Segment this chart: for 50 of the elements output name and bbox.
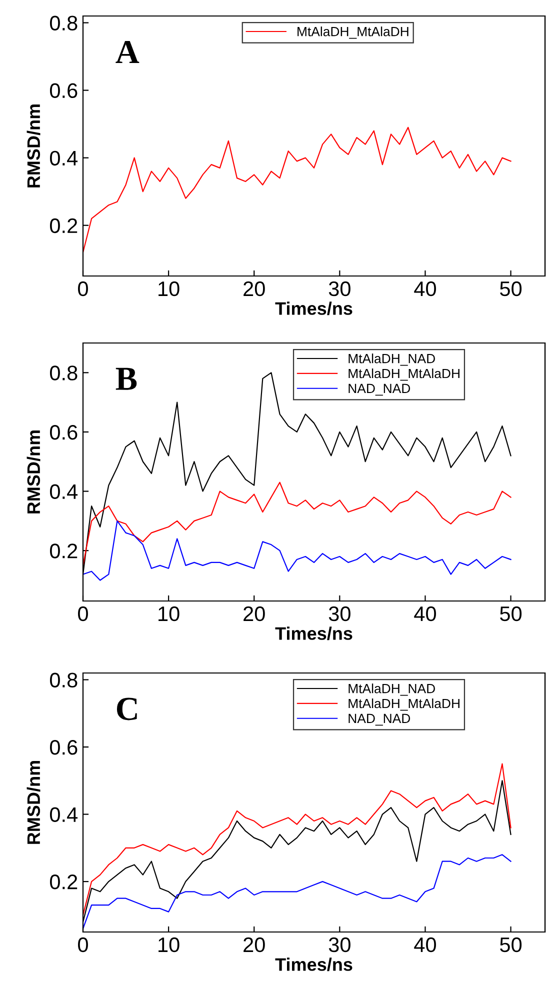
x-tick-label: 0 [78,606,88,622]
y-axis-title: RMSD/nm [26,430,40,514]
y-tick-label: 0.8 [50,366,78,380]
line-series [83,520,512,581]
y-tick-label: 0.6 [50,740,78,755]
x-tick-label: 50 [500,606,522,622]
y-tick-label: 0.4 [50,484,78,500]
x-tick-label: 40 [414,937,436,952]
line-series [83,126,512,253]
y-tick-label: 0.4 [50,150,78,166]
legend-label: MtAlaDH_NAD [348,684,435,696]
line-series [83,854,512,930]
x-tick-label: 30 [328,281,350,296]
x-tick-label: 10 [158,937,180,952]
x-tick-label: 10 [158,281,180,296]
x-tick-label: 40 [414,281,436,296]
y-tick-label: 0.2 [50,874,78,890]
x-tick-label: 20 [244,281,265,296]
annotation: A [116,41,140,64]
y-axis-title: RMSD/nm [26,104,40,188]
x-tick-label: 30 [328,937,350,952]
x-axis-title: Times/ns [275,958,352,972]
legend-label: MtAlaDH_NAD [348,354,435,366]
x-axis-title: Times/ns [275,302,352,316]
y-tick-label: 0.6 [50,424,78,440]
x-tick-label: 20 [244,606,265,622]
x-tick-label: 10 [158,606,180,622]
y-tick-label: 0.4 [50,807,78,822]
x-tick-label: 20 [244,937,265,952]
x-tick-label: 30 [328,606,350,622]
y-tick-label: 0.6 [50,83,78,98]
annotation: C [116,698,137,720]
legend-label: NAD_NAD [348,714,410,726]
y-tick-label: 0.8 [50,16,78,31]
y-axis-title: RMSD/nm [26,760,40,844]
x-axis-title: Times/ns [275,626,352,640]
legend-label: MtAlaDH_MtAlaDH [348,698,460,711]
legend-label: NAD_NAD [348,384,410,396]
y-tick-label: 0.2 [50,544,78,558]
x-tick-label: 50 [500,281,522,296]
annotation: B [116,368,137,390]
x-tick-label: 50 [500,937,522,952]
x-tick-label: 0 [78,937,88,952]
y-tick-label: 0.2 [50,218,78,234]
x-tick-label: 0 [78,281,88,296]
y-tick-label: 0.8 [50,672,78,688]
legend-label: MtAlaDH_MtAlaDH [298,26,408,39]
line-series [83,482,512,566]
legend-label: MtAlaDH_MtAlaDH [348,368,460,381]
x-tick-label: 40 [414,606,436,622]
